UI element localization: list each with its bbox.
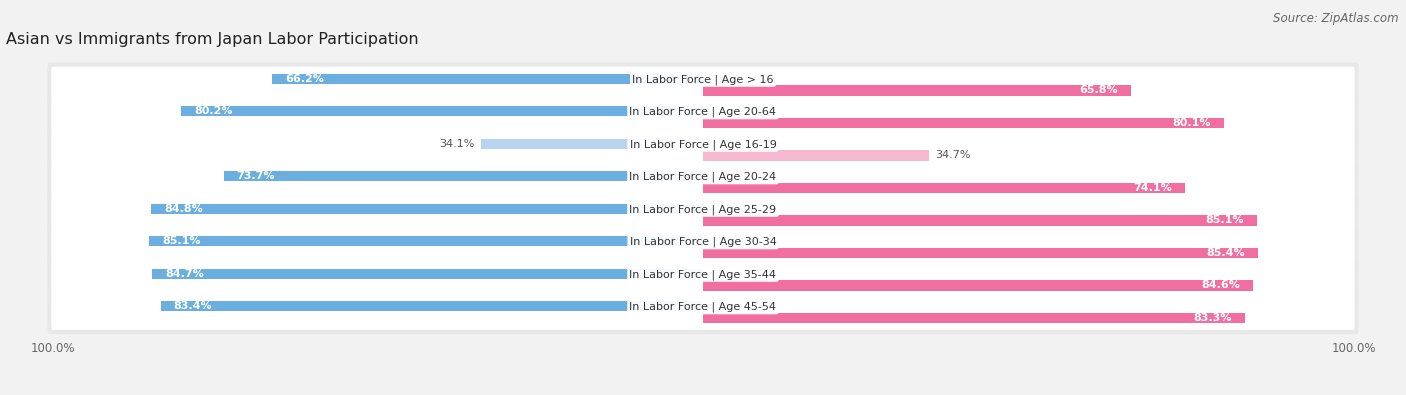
FancyBboxPatch shape [51,67,1355,102]
FancyBboxPatch shape [48,128,1358,172]
Text: 80.1%: 80.1% [1173,118,1211,128]
FancyBboxPatch shape [48,95,1358,139]
Text: Asian vs Immigrants from Japan Labor Participation: Asian vs Immigrants from Japan Labor Par… [6,32,418,47]
Text: Source: ZipAtlas.com: Source: ZipAtlas.com [1274,12,1399,25]
Bar [481,139,703,149]
Text: 73.7%: 73.7% [236,171,276,181]
Text: 66.2%: 66.2% [285,74,325,84]
FancyBboxPatch shape [48,160,1358,204]
FancyBboxPatch shape [51,262,1355,297]
Bar [152,203,703,214]
Bar [224,171,703,181]
Text: 74.1%: 74.1% [1133,183,1173,193]
Text: In Labor Force | Age 45-54: In Labor Force | Age 45-54 [630,302,776,312]
Text: In Labor Force | Age 25-29: In Labor Force | Age 25-29 [630,204,776,214]
Bar [703,183,1185,193]
Text: 84.6%: 84.6% [1201,280,1240,290]
FancyBboxPatch shape [48,192,1358,237]
FancyBboxPatch shape [48,290,1358,334]
Text: 85.4%: 85.4% [1206,248,1246,258]
Text: 85.1%: 85.1% [163,236,201,246]
Text: In Labor Force | Age 20-64: In Labor Force | Age 20-64 [630,107,776,117]
FancyBboxPatch shape [48,225,1358,269]
Text: In Labor Force | Age 30-34: In Labor Force | Age 30-34 [630,237,776,247]
Bar [160,301,703,311]
Text: 80.2%: 80.2% [194,106,233,116]
Bar [703,85,1130,96]
Bar [703,313,1244,323]
FancyBboxPatch shape [51,294,1355,330]
FancyBboxPatch shape [48,62,1358,107]
Text: In Labor Force | Age 35-44: In Labor Force | Age 35-44 [630,269,776,280]
Bar [181,106,703,117]
Text: 34.1%: 34.1% [439,139,475,149]
Text: In Labor Force | Age > 16: In Labor Force | Age > 16 [633,74,773,85]
Text: 83.4%: 83.4% [173,301,212,311]
Bar [703,215,1257,226]
Text: 85.1%: 85.1% [1205,215,1243,226]
FancyBboxPatch shape [48,258,1358,302]
Bar [703,248,1258,258]
FancyBboxPatch shape [51,164,1355,200]
FancyBboxPatch shape [51,132,1355,167]
Text: In Labor Force | Age 16-19: In Labor Force | Age 16-19 [630,139,776,150]
Text: 84.8%: 84.8% [165,204,204,214]
Text: 65.8%: 65.8% [1080,85,1118,96]
FancyBboxPatch shape [51,197,1355,232]
Bar [152,269,703,279]
Text: 34.7%: 34.7% [935,150,970,160]
Bar [703,118,1225,128]
FancyBboxPatch shape [51,99,1355,135]
FancyBboxPatch shape [51,229,1355,265]
Bar [149,236,703,246]
Bar [703,280,1253,291]
Text: 84.7%: 84.7% [165,269,204,279]
Text: 83.3%: 83.3% [1194,313,1232,323]
Bar [273,73,703,84]
Text: In Labor Force | Age 20-24: In Labor Force | Age 20-24 [630,171,776,182]
Bar [703,150,929,161]
